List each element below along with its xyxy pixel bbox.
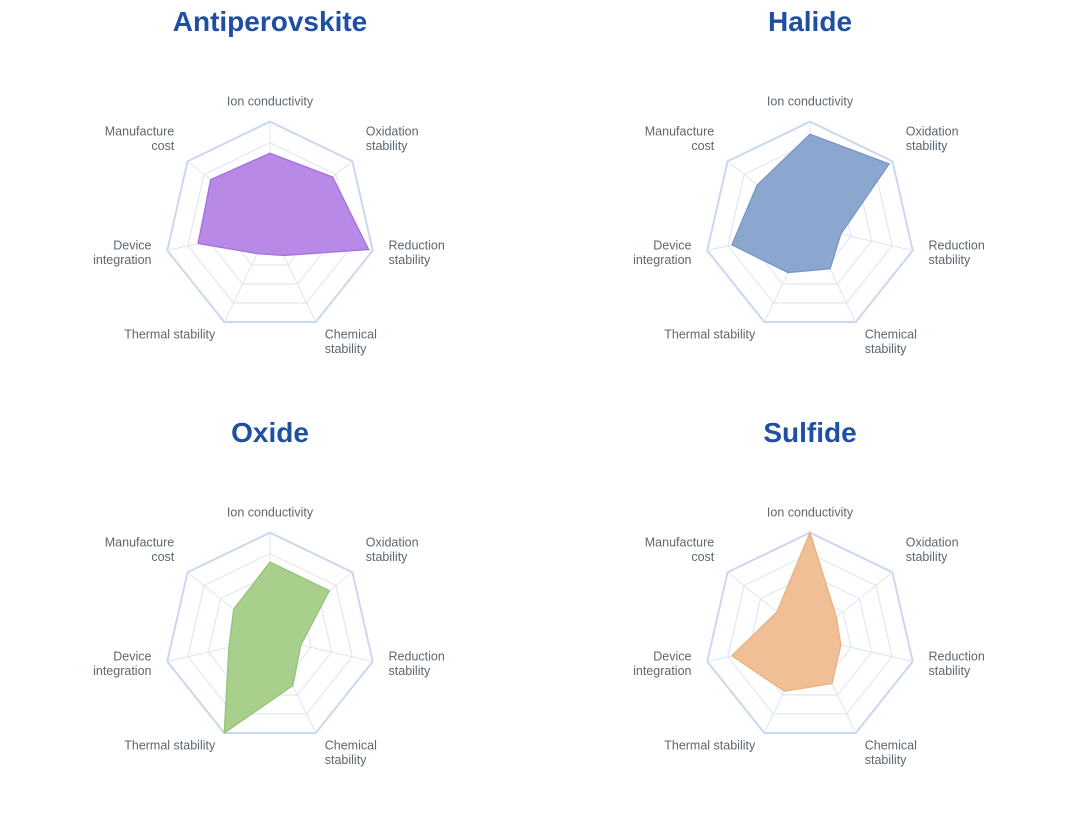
axis-label: Deviceintegration	[633, 239, 691, 267]
axis-label: Ion conductivity	[767, 95, 854, 109]
chart-cell-sulfide: SulfideIon conductivityOxidationstabilit…	[540, 411, 1080, 822]
data-polygon	[732, 533, 841, 692]
axis-label: Reductionstability	[389, 239, 445, 267]
axis-label: Chemicalstability	[865, 739, 917, 767]
radar-chart-antiperovskite: Ion conductivity Oxidationstability Reduct…	[0, 18, 540, 411]
radar-wrap: Ion conductivity Oxidationstability Reduct…	[0, 429, 540, 822]
axis-label: Oxidationstability	[906, 536, 959, 564]
axis-label: Deviceintegration	[93, 239, 151, 267]
axis-label: Reductionstability	[929, 650, 985, 678]
radar-wrap: Ion conductivity Oxidationstability Reduct…	[540, 18, 1080, 411]
axis-label: Deviceintegration	[633, 650, 691, 678]
axis-label: Oxidationstability	[366, 125, 419, 153]
radar-wrap: Ion conductivity Oxidationstability Reduct…	[540, 429, 1080, 822]
axis-label: Ion conductivity	[227, 95, 314, 109]
axis-label: Manufacturecost	[645, 536, 715, 564]
axis-label: Ion conductivity	[767, 506, 854, 520]
radar-wrap: Ion conductivity Oxidationstability Reduct…	[0, 18, 540, 411]
radar-chart-sulfide: Ion conductivity Oxidationstability Reduct…	[540, 429, 1080, 822]
axis-label: Thermal stability	[664, 328, 756, 342]
axis-label: Oxidationstability	[906, 125, 959, 153]
axis-label: Thermal stability	[124, 739, 216, 753]
chart-cell-halide: HalideIon conductivityOxidationstability…	[540, 0, 1080, 411]
page-root: AntiperovskiteIon conductivityOxidations…	[0, 0, 1080, 822]
axis-label: Chemicalstability	[865, 328, 917, 356]
axis-label: Manufacturecost	[645, 125, 715, 153]
axis-label: Deviceintegration	[93, 650, 151, 678]
axis-label: Manufacturecost	[105, 536, 175, 564]
chart-grid: AntiperovskiteIon conductivityOxidations…	[0, 0, 1080, 822]
radar-chart-halide: Ion conductivity Oxidationstability Reduct…	[540, 18, 1080, 411]
axis-label: Reductionstability	[929, 239, 985, 267]
axis-label: Thermal stability	[664, 739, 756, 753]
chart-cell-oxide: OxideIon conductivityOxidationstabilityR…	[0, 411, 540, 822]
axis-label: Reductionstability	[389, 650, 445, 678]
axis-label: Manufacturecost	[105, 125, 175, 153]
axis-label: Thermal stability	[124, 328, 216, 342]
data-polygon	[732, 134, 889, 272]
radar-chart-oxide: Ion conductivity Oxidationstability Reduct…	[0, 429, 540, 822]
axis-label: Chemicalstability	[325, 739, 377, 767]
axis-label: Oxidationstability	[366, 536, 419, 564]
axis-label: Ion conductivity	[227, 506, 314, 520]
axis-label: Chemicalstability	[325, 328, 377, 356]
chart-cell-antiperovskite: AntiperovskiteIon conductivityOxidations…	[0, 0, 540, 411]
